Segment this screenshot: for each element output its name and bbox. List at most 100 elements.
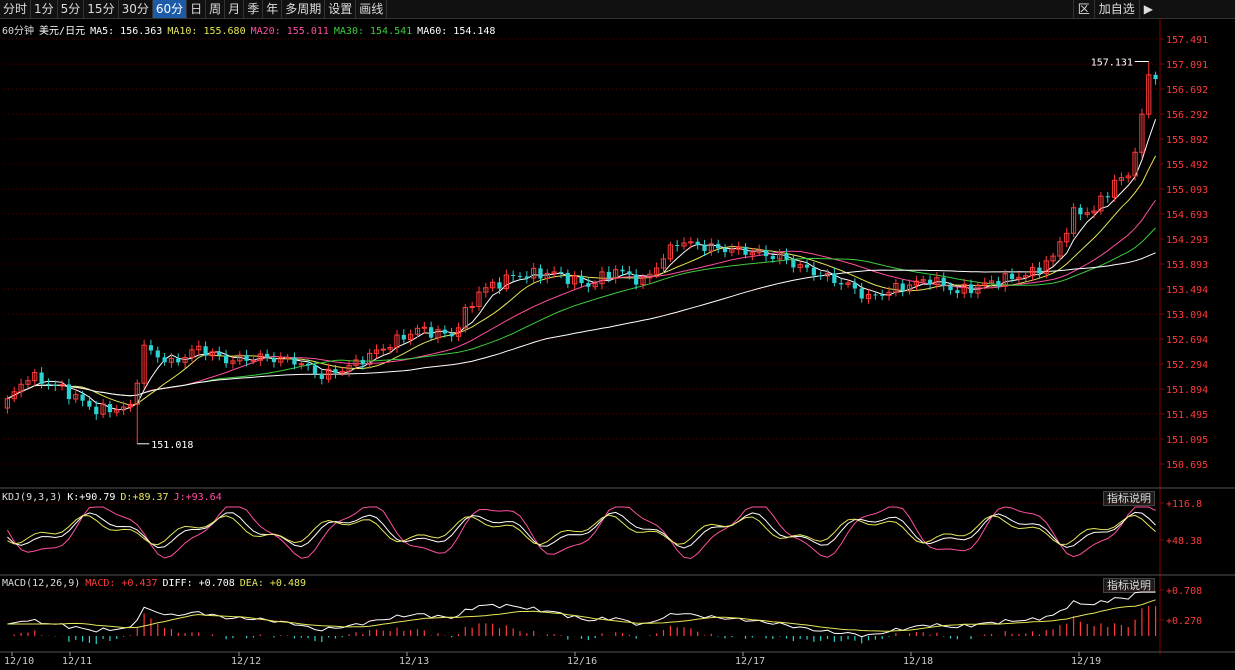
candle-body bbox=[708, 243, 714, 252]
candle-body bbox=[955, 290, 960, 294]
x-tick-label: 12/12 bbox=[231, 656, 261, 667]
legend-item: DEA: +0.489 bbox=[239, 578, 307, 589]
kdj-line bbox=[7, 514, 1156, 546]
period-tab[interactable]: 周 bbox=[206, 0, 226, 18]
period-tab[interactable]: 画线 bbox=[356, 0, 388, 18]
period-tab[interactable]: 日 bbox=[187, 0, 207, 18]
y-tick-label: 155.492 bbox=[1166, 160, 1208, 171]
candle-body bbox=[586, 283, 591, 287]
period-tab[interactable]: 30分 bbox=[119, 0, 153, 18]
candle-body bbox=[640, 277, 646, 286]
candle-body bbox=[265, 353, 270, 358]
candle-body bbox=[511, 275, 516, 277]
x-tick-label: 12/13 bbox=[399, 656, 429, 667]
candle-body bbox=[620, 269, 625, 272]
candle-body bbox=[1050, 255, 1056, 262]
candle-body bbox=[168, 358, 175, 363]
candle-body bbox=[326, 368, 332, 380]
period-tab[interactable]: 15分 bbox=[84, 0, 119, 18]
candle-body bbox=[387, 346, 393, 350]
add-watchlist-button[interactable]: 加自选 bbox=[1093, 0, 1139, 18]
y-tick-label: 152.294 bbox=[1166, 360, 1208, 371]
candle-body bbox=[852, 282, 857, 289]
candle-body bbox=[1125, 175, 1131, 179]
y-axis: 157.491 157.091 156.692 156.292 155.892 155.4… bbox=[1160, 35, 1208, 471]
candle-body bbox=[743, 246, 748, 255]
ma60-line bbox=[7, 252, 1156, 400]
candle-body bbox=[1009, 273, 1015, 279]
period-tab[interactable]: 月 bbox=[225, 0, 245, 18]
kdj-help-button[interactable]: 指标说明 bbox=[1103, 491, 1155, 506]
candle-body bbox=[531, 267, 537, 279]
candle-body bbox=[1037, 267, 1042, 274]
ma10-line bbox=[7, 155, 1157, 406]
legend-item: MACD: +0.437 bbox=[85, 578, 158, 589]
candle-body bbox=[592, 283, 598, 288]
range-button[interactable]: 区 bbox=[1072, 0, 1094, 18]
diff-line bbox=[7, 591, 1156, 638]
candle-body bbox=[257, 353, 263, 361]
candle-body bbox=[182, 356, 188, 363]
candle-body bbox=[1016, 276, 1022, 280]
legend-item: MA10: 155.680 bbox=[167, 26, 246, 37]
x-tick-label: 12/10 bbox=[4, 656, 34, 667]
candle-body bbox=[59, 383, 65, 387]
candle-body bbox=[292, 357, 297, 365]
period-tab[interactable]: 60分 bbox=[152, 0, 188, 18]
candle-body bbox=[920, 279, 926, 282]
candle-body bbox=[859, 288, 864, 299]
candle-body bbox=[777, 253, 783, 260]
candle-body bbox=[538, 268, 543, 279]
candle-body bbox=[189, 349, 195, 358]
candle-body bbox=[394, 334, 400, 348]
period-tab[interactable]: 年 bbox=[263, 0, 283, 18]
macd-help-button[interactable]: 指标说明 bbox=[1103, 578, 1155, 593]
period-tab[interactable]: 分时 bbox=[0, 0, 32, 18]
ma30-line bbox=[7, 227, 1156, 400]
y-tick-label: 151.894 bbox=[1166, 385, 1208, 396]
candle-body bbox=[312, 365, 318, 374]
candle-body bbox=[688, 241, 694, 244]
x-tick-label: 12/17 bbox=[735, 656, 765, 667]
toolbar-right: 区加自选 ▶ bbox=[1072, 0, 1157, 18]
candle-body bbox=[39, 372, 44, 384]
exit-icon[interactable]: ▶ bbox=[1138, 0, 1157, 18]
candle-body bbox=[873, 294, 878, 296]
macd-tick-label: +0.270 bbox=[1166, 616, 1202, 627]
candle-body bbox=[94, 406, 99, 415]
candle-body bbox=[162, 357, 167, 363]
candle-body bbox=[551, 271, 557, 274]
y-tick-label: 154.293 bbox=[1166, 235, 1208, 246]
candle-body bbox=[217, 351, 222, 356]
legend-item: MA20: 155.011 bbox=[250, 26, 329, 37]
candle-body bbox=[230, 360, 236, 364]
candle-body bbox=[729, 248, 735, 253]
dea-line bbox=[7, 599, 1156, 632]
candle-body bbox=[941, 277, 946, 286]
candle-body bbox=[306, 363, 311, 366]
candle-body bbox=[667, 244, 673, 260]
min-price-label: 151.018 bbox=[151, 440, 193, 451]
period-tab[interactable]: 5分 bbox=[58, 0, 85, 18]
period-tab[interactable]: 季 bbox=[244, 0, 264, 18]
kdj-tick-label: +116.8 bbox=[1166, 499, 1202, 510]
x-tick-label: 12/11 bbox=[62, 656, 92, 667]
candle-body bbox=[209, 351, 216, 357]
y-tick-label: 153.494 bbox=[1166, 285, 1208, 296]
candle-body bbox=[373, 349, 380, 354]
candle-body bbox=[695, 241, 700, 246]
candle-body bbox=[346, 364, 352, 372]
period-tab[interactable]: 设置 bbox=[325, 0, 357, 18]
macd-legend: MACD(12,26,9) MACD: +0.437 DIFF: +0.708 DEA… bbox=[2, 578, 311, 589]
candle-body bbox=[46, 383, 51, 385]
candle-body bbox=[1023, 275, 1029, 278]
legend-item: K:+90.79 bbox=[67, 492, 116, 503]
candle-body bbox=[148, 345, 154, 351]
period-tab[interactable]: 多周期 bbox=[282, 0, 326, 18]
legend-item: DIFF: +0.708 bbox=[162, 578, 235, 589]
period-tab[interactable]: 1分 bbox=[31, 0, 58, 18]
candle-body bbox=[880, 294, 885, 296]
candle-body bbox=[100, 403, 106, 415]
candle-body bbox=[1118, 177, 1125, 181]
candle-body bbox=[497, 282, 502, 289]
